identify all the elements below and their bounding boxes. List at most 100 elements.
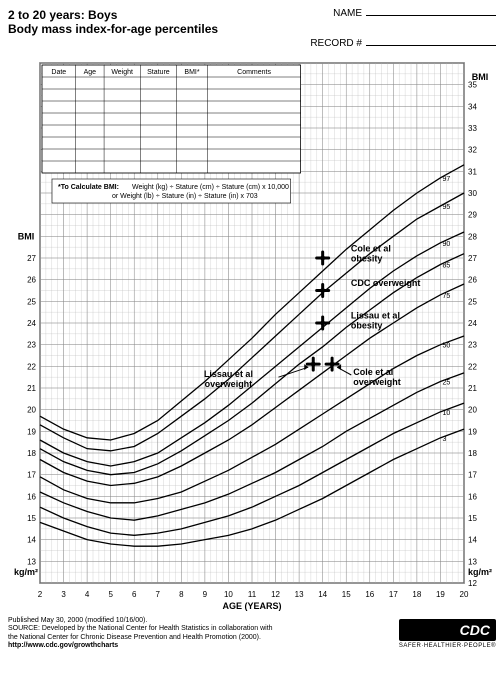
svg-text:20: 20: [27, 406, 36, 415]
svg-text:15: 15: [27, 514, 36, 523]
svg-text:10: 10: [442, 410, 450, 417]
svg-text:9: 9: [203, 590, 208, 599]
svg-text:BMI: BMI: [18, 231, 35, 241]
svg-text:obesity: obesity: [351, 321, 383, 331]
svg-text:24: 24: [27, 319, 36, 328]
svg-text:33: 33: [468, 124, 477, 133]
svg-text:19: 19: [436, 590, 445, 599]
bmi-chart: 3102550758590959723456789101112131415161…: [8, 53, 496, 613]
svg-text:16: 16: [468, 492, 477, 501]
svg-text:4: 4: [85, 590, 90, 599]
svg-text:14: 14: [468, 536, 477, 545]
svg-text:25: 25: [27, 297, 36, 306]
svg-text:Weight: Weight: [111, 69, 133, 76]
svg-text:15: 15: [468, 514, 477, 523]
svg-text:90: 90: [442, 241, 450, 248]
svg-text:Stature: Stature: [147, 69, 170, 76]
svg-text:BMI: BMI: [472, 72, 489, 82]
svg-text:95: 95: [442, 204, 450, 211]
svg-text:Cole et al: Cole et al: [351, 244, 391, 254]
footer-line: the National Center for Chronic Disease …: [8, 634, 273, 642]
title-line2: Body mass index-for-age percentiles: [8, 22, 496, 36]
svg-text:Lissau et al: Lissau et al: [204, 369, 253, 379]
svg-text:16: 16: [27, 492, 36, 501]
svg-text:10: 10: [224, 590, 233, 599]
name-field: NAME: [333, 8, 496, 22]
svg-text:20: 20: [468, 406, 477, 415]
svg-text:CDC overweight: CDC overweight: [351, 278, 421, 288]
svg-text:Weight (kg) ÷ Stature (cm) ÷ S: Weight (kg) ÷ Stature (cm) ÷ Stature (cm…: [132, 184, 289, 191]
svg-text:23: 23: [468, 341, 477, 350]
svg-text:17: 17: [27, 471, 36, 480]
svg-text:21: 21: [27, 384, 36, 393]
svg-text:25: 25: [468, 297, 477, 306]
svg-text:75: 75: [442, 293, 450, 300]
svg-text:21: 21: [468, 384, 477, 393]
footer-line: Published May 30, 2000 (modified 10/16/0…: [8, 617, 273, 625]
svg-text:24: 24: [468, 319, 477, 328]
svg-text:30: 30: [468, 189, 477, 198]
svg-text:26: 26: [27, 276, 36, 285]
svg-text:18: 18: [27, 449, 36, 458]
svg-text:12: 12: [271, 590, 280, 599]
svg-text:AGE (YEARS): AGE (YEARS): [222, 601, 281, 611]
footer-line: SOURCE: Developed by the National Center…: [8, 625, 273, 633]
svg-text:28: 28: [468, 232, 477, 241]
svg-text:34: 34: [468, 102, 477, 111]
cdc-tagline: SAFER·HEALTHIER·PEOPLE®: [399, 643, 496, 650]
svg-text:BMI*: BMI*: [184, 69, 199, 76]
svg-text:27: 27: [27, 254, 36, 263]
svg-text:kg/m²: kg/m²: [14, 567, 38, 577]
svg-text:16: 16: [365, 590, 374, 599]
svg-text:26: 26: [468, 276, 477, 285]
svg-text:97: 97: [442, 176, 450, 183]
svg-text:14: 14: [27, 536, 36, 545]
svg-text:31: 31: [468, 167, 477, 176]
svg-text:6: 6: [132, 590, 137, 599]
svg-text:35: 35: [468, 81, 477, 90]
svg-text:Lissau et al: Lissau et al: [351, 311, 400, 321]
svg-text:18: 18: [468, 449, 477, 458]
svg-text:14: 14: [318, 590, 327, 599]
svg-text:or Weight (lb) ÷ Stature (in): or Weight (lb) ÷ Stature (in) ÷ Stature …: [112, 193, 258, 200]
svg-text:3: 3: [442, 436, 446, 443]
svg-text:obesity: obesity: [351, 254, 383, 264]
svg-text:12: 12: [468, 579, 477, 588]
svg-text:13: 13: [468, 557, 477, 566]
svg-text:15: 15: [342, 590, 351, 599]
svg-text:17: 17: [468, 471, 477, 480]
record-field: RECORD #: [8, 38, 496, 49]
svg-text:23: 23: [27, 341, 36, 350]
svg-text:kg/m²: kg/m²: [468, 567, 492, 577]
footer-line: http://www.cdc.gov/growthcharts: [8, 642, 273, 650]
cdc-logo: CDC: [399, 619, 496, 642]
svg-text:22: 22: [27, 362, 36, 371]
svg-text:overweight: overweight: [353, 377, 401, 387]
svg-text:17: 17: [389, 590, 398, 599]
title-line1: 2 to 20 years: Boys: [8, 8, 117, 22]
svg-text:29: 29: [468, 211, 477, 220]
svg-text:25: 25: [442, 380, 450, 387]
svg-text:11: 11: [248, 590, 257, 599]
footer: Published May 30, 2000 (modified 10/16/0…: [8, 617, 496, 651]
svg-text:7: 7: [156, 590, 161, 599]
svg-text:Comments: Comments: [237, 69, 271, 76]
svg-text:19: 19: [468, 427, 477, 436]
svg-text:27: 27: [468, 254, 477, 263]
svg-text:Age: Age: [84, 69, 97, 76]
svg-text:*To Calculate BMI:: *To Calculate BMI:: [58, 184, 119, 191]
svg-text:Date: Date: [51, 69, 66, 76]
svg-text:3: 3: [61, 590, 66, 599]
svg-text:8: 8: [179, 590, 184, 599]
svg-text:5: 5: [108, 590, 113, 599]
svg-text:Cole et al: Cole et al: [353, 367, 393, 377]
svg-text:32: 32: [468, 146, 477, 155]
svg-text:overweight: overweight: [205, 379, 253, 389]
svg-text:22: 22: [468, 362, 477, 371]
svg-text:20: 20: [460, 590, 469, 599]
svg-text:50: 50: [442, 343, 450, 350]
svg-text:13: 13: [27, 557, 36, 566]
svg-text:2: 2: [38, 590, 43, 599]
svg-text:85: 85: [442, 263, 450, 270]
svg-text:13: 13: [295, 590, 304, 599]
